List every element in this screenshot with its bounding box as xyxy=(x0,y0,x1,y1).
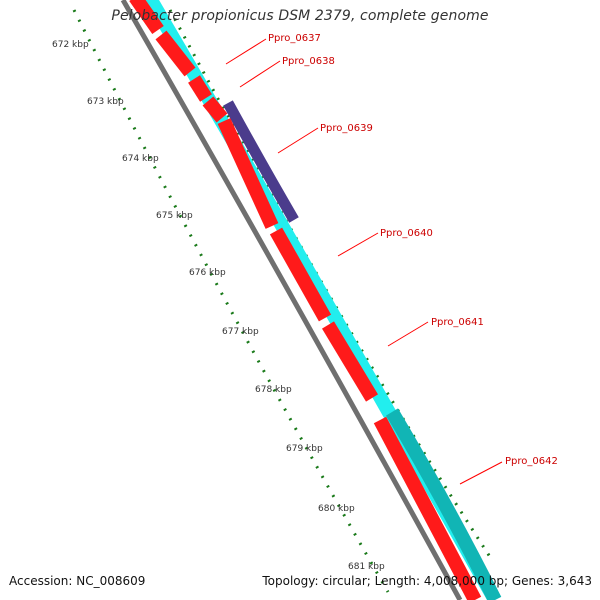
genome-backbone xyxy=(120,0,463,600)
gene-segment-6 xyxy=(269,227,332,322)
leader-ppro-0640 xyxy=(337,232,379,257)
forward-gene-track-dark xyxy=(385,408,502,600)
scale-label-676: 676 kbp xyxy=(189,268,226,278)
accession-text: Accession: NC_008609 xyxy=(9,574,146,588)
label-leaders xyxy=(225,38,503,485)
gene-label-ppro-0641[interactable]: Ppro_0641 xyxy=(431,317,484,328)
gene-segment-1 xyxy=(129,0,164,35)
reverse-gene-track xyxy=(129,0,482,600)
gene-label-ppro-0637[interactable]: Ppro_0637 xyxy=(268,33,321,44)
scale-label-677: 677 kbp xyxy=(222,327,259,337)
scale-label-673: 673 kbp xyxy=(87,97,124,107)
leader-ppro-0638 xyxy=(239,60,281,88)
gene-segment-3 xyxy=(188,75,212,102)
scale-label-680: 680 kbp xyxy=(318,504,355,514)
gene-segment-2 xyxy=(155,30,196,77)
leader-ppro-0641 xyxy=(387,321,429,347)
leader-ppro-0639 xyxy=(277,127,319,154)
gene-label-ppro-0638[interactable]: Ppro_0638 xyxy=(282,56,335,67)
outer-tick-dots xyxy=(168,9,494,561)
gene-labels: Ppro_0637 Ppro_0638 Ppro_0639 Ppro_0640 … xyxy=(268,33,558,467)
scale-label-678: 678 kbp xyxy=(255,385,292,395)
genome-title: Pelobacter propionicus DSM 2379, complet… xyxy=(111,8,489,24)
leader-ppro-0637 xyxy=(225,38,267,65)
scale-labels: 672 kbp 673 kbp 674 kbp 675 kbp 676 kbp … xyxy=(52,40,385,572)
gene-label-ppro-0642[interactable]: Ppro_0642 xyxy=(505,456,558,467)
gene-segment-4 xyxy=(202,96,228,123)
gene-segment-5 xyxy=(217,118,279,229)
gene-segment-8 xyxy=(373,416,482,600)
gene-label-ppro-0640[interactable]: Ppro_0640 xyxy=(380,228,433,239)
gene-segment-7 xyxy=(322,321,378,402)
genome-summary-text: Topology: circular; Length: 4,008,000 bp… xyxy=(262,574,592,588)
gene-label-ppro-0639[interactable]: Ppro_0639 xyxy=(320,123,373,134)
leader-ppro-0642 xyxy=(459,461,503,485)
gene-ppro-0639 xyxy=(223,100,299,223)
scale-label-679: 679 kbp xyxy=(286,444,323,454)
scale-label-681: 681 kbp xyxy=(348,562,385,572)
scale-label-675: 675 kbp xyxy=(156,211,193,221)
scale-label-674: 674 kbp xyxy=(122,154,159,164)
scale-label-672: 672 kbp xyxy=(52,40,89,50)
